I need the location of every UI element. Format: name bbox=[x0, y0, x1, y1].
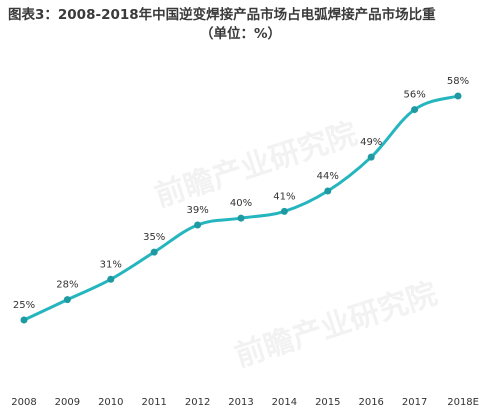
x-tick-label: 2012 bbox=[185, 397, 210, 408]
x-tick-label: 2010 bbox=[98, 397, 123, 408]
chart-subtitle: （单位：%） bbox=[199, 26, 282, 42]
data-label: 39% bbox=[186, 205, 208, 216]
data-point bbox=[194, 221, 202, 229]
data-point bbox=[237, 214, 245, 222]
data-point bbox=[454, 92, 462, 100]
chart-title: 图表3：2008-2018年中国逆变焊接产品市场占电弧焊接产品市场比重 bbox=[8, 7, 436, 23]
data-label: 31% bbox=[100, 259, 122, 270]
x-tick-label: 2009 bbox=[55, 397, 80, 408]
data-point bbox=[324, 187, 332, 195]
data-label: 35% bbox=[143, 232, 165, 243]
data-label: 41% bbox=[273, 191, 295, 202]
data-label: 49% bbox=[360, 137, 382, 148]
x-tick-label: 2015 bbox=[315, 397, 340, 408]
data-point bbox=[150, 248, 158, 256]
x-tick-label: 2018E bbox=[447, 397, 479, 408]
data-point bbox=[107, 275, 115, 283]
x-tick-label: 2017 bbox=[402, 397, 427, 408]
data-point bbox=[63, 296, 71, 304]
data-point bbox=[20, 316, 28, 324]
data-label: 40% bbox=[230, 198, 252, 209]
x-tick-label: 2008 bbox=[11, 397, 36, 408]
data-label: 28% bbox=[56, 280, 78, 291]
x-tick-label: 2016 bbox=[358, 397, 383, 408]
data-label: 25% bbox=[13, 300, 35, 311]
data-point bbox=[280, 207, 288, 215]
data-label: 44% bbox=[317, 171, 339, 182]
data-label: 58% bbox=[447, 76, 469, 87]
x-tick-label: 2013 bbox=[228, 397, 253, 408]
data-label: 56% bbox=[403, 90, 425, 101]
data-point bbox=[367, 153, 375, 161]
x-tick-label: 2014 bbox=[272, 397, 297, 408]
x-tick-label: 2011 bbox=[141, 397, 166, 408]
data-point bbox=[411, 106, 419, 114]
